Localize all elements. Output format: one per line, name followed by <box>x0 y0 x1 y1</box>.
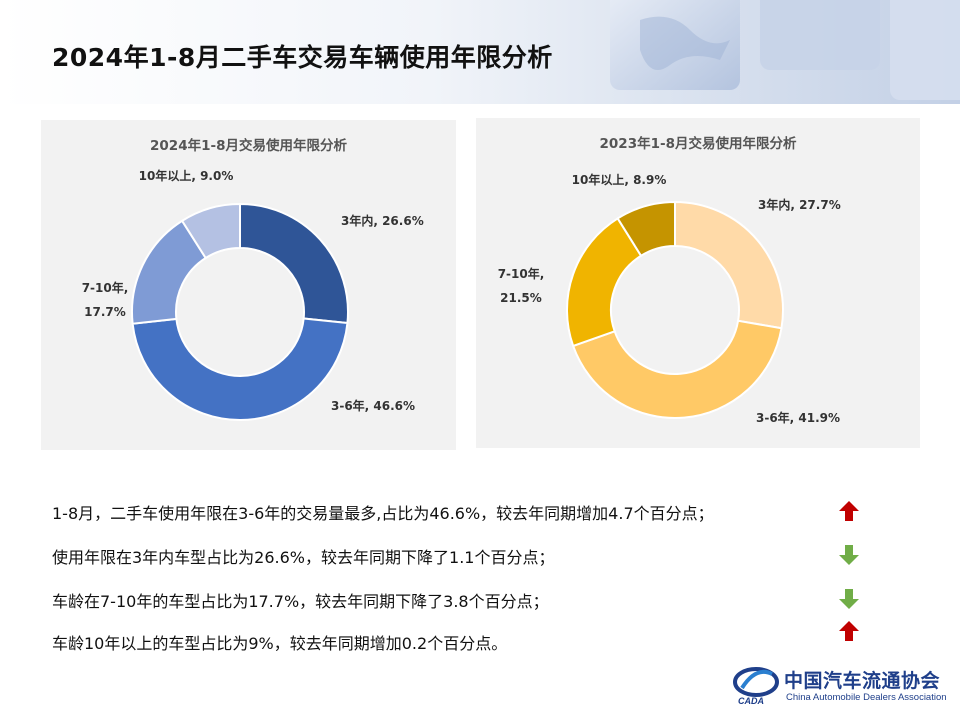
chart-title-2023: 2023年1-8月交易使用年限分析 <box>599 136 797 152</box>
donut-slice-4 <box>180 202 241 260</box>
header-banner: 2024年1-8月二手车交易车辆使用年限分析 <box>0 0 960 104</box>
slice-label-3: 7-10年, 21.5% <box>498 266 545 305</box>
slice-label-2: 3-6年, 41.9% <box>756 410 840 425</box>
green-down-arrow-icon <box>839 545 859 565</box>
logo-name-cn: 中国汽车流通协会 <box>784 670 941 692</box>
finding-item: 车龄在7-10年的车型占比为17.7%，较去年同期下降了3.8个百分点； <box>52 584 872 614</box>
slice-label-1: 3年内, 26.6% <box>341 213 424 228</box>
finding-item: 车龄10年以上的车型占比为9%，较去年同期增加0.2个百分点。 <box>52 621 872 656</box>
green-down-arrow-icon <box>839 589 859 609</box>
donut-chart-2023: 3年内, 27.7% 3-6年, 41.9% 7-10年, 21.5% 10年以上, 8… <box>498 172 841 425</box>
chart-title-2024: 2024年1-8月交易使用年限分析 <box>150 138 347 154</box>
finding-text: 车龄在7-10年的车型占比为17.7%，较去年同期下降了3.8个百分点； <box>52 592 549 611</box>
logo-mark-text: CADA <box>738 696 764 706</box>
donut-slice-1 <box>239 202 349 325</box>
finding-item: 使用年限在3年内车型占比为26.6%，较去年同期下降了1.1个百分点； <box>52 540 872 570</box>
page-title: 2024年1-8月二手车交易车辆使用年限分析 <box>52 43 553 72</box>
donut-slice-1 <box>674 200 784 330</box>
cada-logo: CADA 中国汽车流通协会 China Automobile Dealers A… <box>732 660 952 710</box>
chart-panel-2023: 2023年1-8月交易使用年限分析 3年内, 27.7% 3-6年, 41.9% 7… <box>476 118 920 448</box>
slice-label-1: 3年内, 27.7% <box>758 197 841 212</box>
finding-item: 1-8月，二手车使用年限在3-6年的交易量最多,占比为46.6%，较去年同期增加… <box>52 496 872 526</box>
finding-text: 车龄10年以上的车型占比为9%，较去年同期增加0.2个百分点。 <box>52 634 508 653</box>
chart-panel-2024: 2024年1-8月交易使用年限分析 3年内, 26.6% 3-6年, 46.6% 7… <box>41 120 456 450</box>
donut-slice-2 <box>571 319 783 419</box>
donut-slice-2 <box>131 317 349 421</box>
finding-text: 1-8月，二手车使用年限在3-6年的交易量最多,占比为46.6%，较去年同期增加… <box>52 504 714 523</box>
red-up-arrow-icon <box>839 501 859 521</box>
header-decoration <box>610 0 960 100</box>
slice-label-4: 10年以上, 8.9% <box>572 172 667 187</box>
logo-name-en: China Automobile Dealers Association <box>786 692 947 703</box>
donut-slice-4 <box>616 200 676 258</box>
red-up-arrow-icon <box>839 621 859 641</box>
slice-label-2: 3-6年, 46.6% <box>331 398 415 413</box>
donut-chart-2024: 3年内, 26.6% 3-6年, 46.6% 7-10年, 17.7% 10年以上, 9… <box>82 168 424 421</box>
slice-label-4: 10年以上, 9.0% <box>139 168 234 183</box>
slice-label-3: 7-10年, 17.7% <box>82 280 129 319</box>
cada-logo-mark: CADA <box>733 667 779 706</box>
finding-text: 使用年限在3年内车型占比为26.6%，较去年同期下降了1.1个百分点； <box>52 548 555 567</box>
